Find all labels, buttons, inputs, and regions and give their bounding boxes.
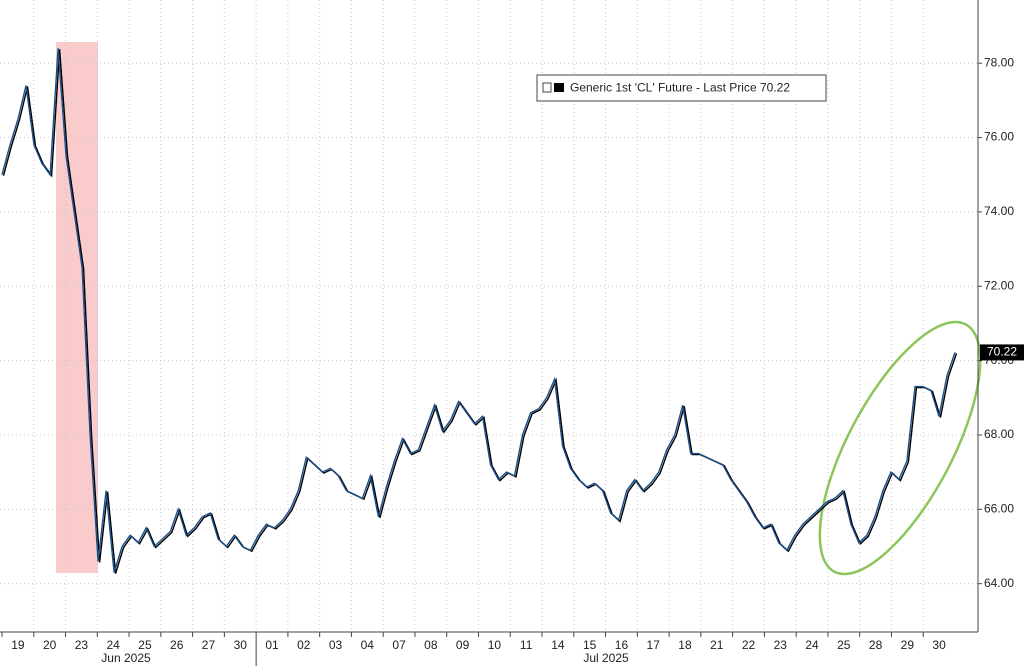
x-tick-label: 24 xyxy=(805,638,819,652)
x-tick-label: 21 xyxy=(710,638,724,652)
y-tick-label: 74.00 xyxy=(984,204,1014,218)
month-label: Jul 2025 xyxy=(583,651,629,665)
last-price-tag xyxy=(980,344,1024,361)
y-tick-label: 76.00 xyxy=(984,130,1014,144)
x-tick-label: 30 xyxy=(234,638,248,652)
x-tick-label: 07 xyxy=(392,638,406,652)
x-tick-label: 25 xyxy=(138,638,152,652)
y-tick-label: 72.00 xyxy=(984,278,1014,292)
x-tick-label: 23 xyxy=(75,638,89,652)
y-tick-label: 66.00 xyxy=(984,501,1014,515)
x-tick-label: 29 xyxy=(901,638,915,652)
x-tick-label: 14 xyxy=(551,638,565,652)
x-tick-label: 30 xyxy=(932,638,946,652)
x-tick-label: 22 xyxy=(742,638,756,652)
legend: Generic 1st 'CL' Future - Last Price 70.… xyxy=(536,74,827,102)
y-tick-label: 78.00 xyxy=(984,55,1014,69)
legend-icon xyxy=(542,82,552,93)
x-tick-label: 24 xyxy=(107,638,121,652)
highlight-ellipse xyxy=(818,320,982,576)
last-price-label: 70.22 xyxy=(987,345,1017,359)
x-tick-label: 10 xyxy=(488,638,502,652)
x-tick-label: 28 xyxy=(869,638,883,652)
highlight-region xyxy=(56,42,98,573)
month-label: Jun 2025 xyxy=(101,651,151,665)
x-tick-label: 02 xyxy=(297,638,311,652)
x-tick-label: 25 xyxy=(837,638,851,652)
x-tick-label: 26 xyxy=(170,638,184,652)
price-line xyxy=(1,48,956,573)
x-tick-label: 08 xyxy=(424,638,438,652)
grid xyxy=(0,0,978,632)
x-tick-label: 15 xyxy=(583,638,597,652)
legend-swatch xyxy=(554,83,564,92)
x-tick-label: 04 xyxy=(361,638,375,652)
legend-box xyxy=(536,74,827,102)
x-tick-label: 09 xyxy=(456,638,470,652)
x-tick-label: 17 xyxy=(647,638,661,652)
y-tick-label: 64.00 xyxy=(984,576,1014,590)
x-tick-label: 16 xyxy=(615,638,629,652)
price-line-shadow xyxy=(2,49,958,574)
x-tick-label: 27 xyxy=(202,638,216,652)
x-tick-label: 18 xyxy=(678,638,692,652)
x-tick-label: 23 xyxy=(774,638,788,652)
x-tick-label: 03 xyxy=(329,638,343,652)
x-tick-label: 01 xyxy=(265,638,279,652)
y-tick-label: 68.00 xyxy=(984,427,1014,441)
x-tick-label: 20 xyxy=(43,638,57,652)
x-tick-label: 11 xyxy=(520,638,533,652)
legend-label: Generic 1st 'CL' Future - Last Price 70.… xyxy=(570,81,790,95)
x-tick-label: 19 xyxy=(11,638,25,652)
